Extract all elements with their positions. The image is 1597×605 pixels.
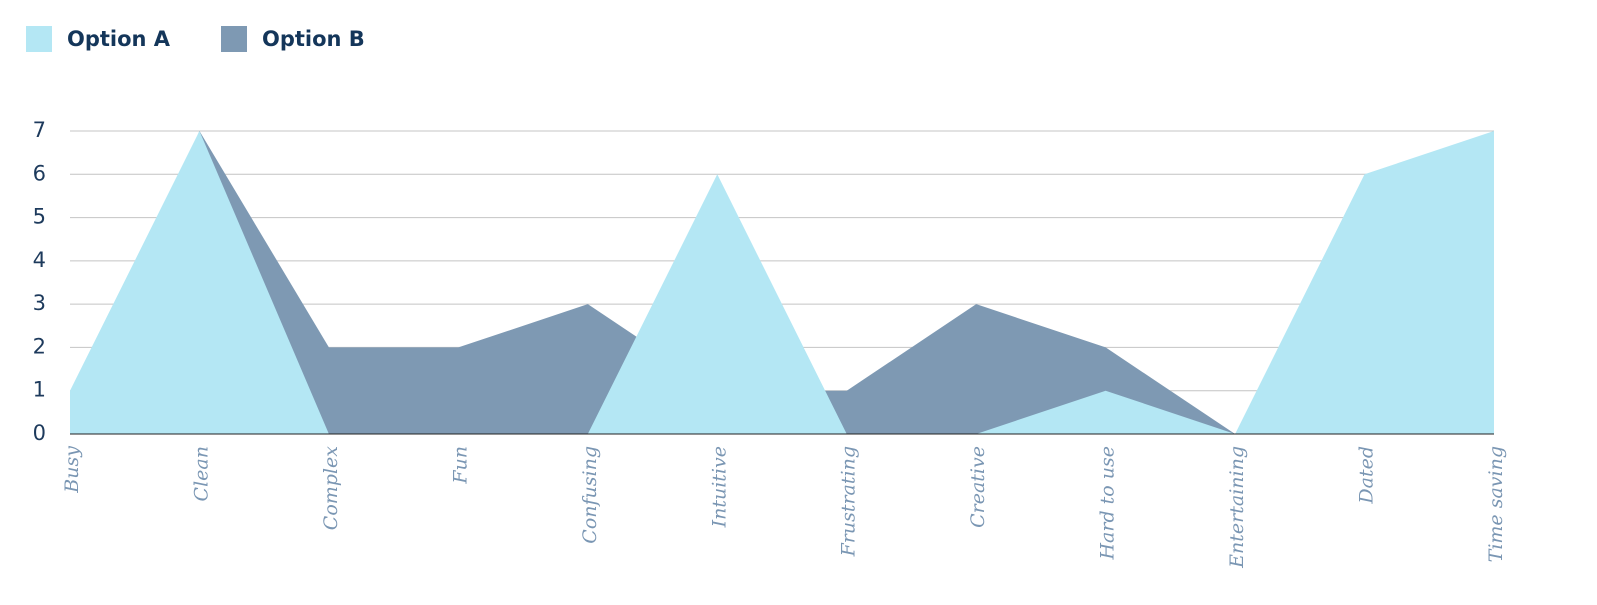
y-tick-label: 1: [33, 378, 46, 402]
x-tick-label: Complex: [320, 446, 342, 530]
x-tick-label: Frustrating: [838, 446, 860, 557]
y-tick-label: 6: [33, 161, 46, 185]
area: [70, 131, 1494, 434]
legend-swatch: [26, 26, 52, 52]
x-tick-label: Entertaining: [1226, 446, 1248, 569]
x-tick-label: Confusing: [579, 446, 601, 544]
legend-swatch: [221, 26, 247, 52]
x-tick-label: Busy: [61, 446, 83, 494]
area: [70, 131, 1494, 434]
y-tick-label: 2: [33, 334, 46, 358]
x-tick-label: Creative: [967, 446, 989, 528]
legend-label: Option A: [67, 27, 171, 51]
x-tick-label: Hard to use: [1097, 446, 1119, 561]
y-tick-label: 7: [33, 118, 46, 142]
x-tick-label: Fun: [449, 446, 471, 485]
x-tick-label: Time saving: [1485, 446, 1507, 562]
legend-label: Option B: [262, 27, 365, 51]
y-tick-label: 3: [33, 291, 46, 315]
x-tick-label: Dated: [1356, 446, 1378, 505]
x-tick-label: Clean: [190, 446, 212, 501]
y-tick-label: 5: [33, 205, 46, 229]
y-tick-label: 0: [33, 421, 46, 445]
x-tick-label: Intuitive: [708, 446, 730, 528]
y-tick-label: 4: [33, 248, 46, 272]
